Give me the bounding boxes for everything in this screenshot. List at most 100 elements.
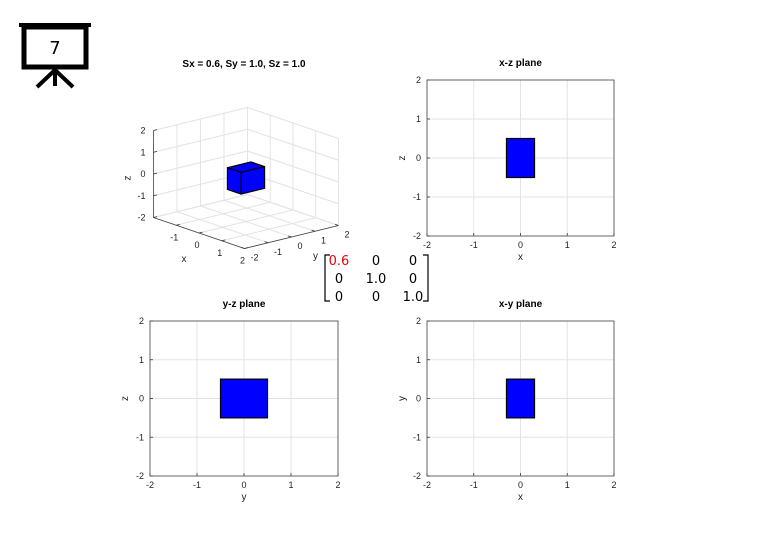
x-tick-mark bbox=[198, 231, 203, 234]
z-tick-label: 2 bbox=[140, 126, 145, 136]
matrix-cell: 0 bbox=[409, 272, 417, 287]
y-tick-label: -1 bbox=[413, 192, 421, 202]
matrix-cell: 0 bbox=[372, 254, 380, 269]
matrix-cell: 0 bbox=[335, 272, 343, 287]
matrix-left-bracket bbox=[324, 254, 330, 302]
y-tick-label: 2 bbox=[416, 75, 421, 85]
x-axis-label: x bbox=[518, 492, 523, 503]
wall-gridline bbox=[153, 150, 248, 175]
wall-gridline bbox=[247, 150, 339, 183]
wall-gridline bbox=[247, 107, 339, 139]
x-tick-label: -1 bbox=[193, 480, 201, 490]
y-tick-label: 0 bbox=[416, 394, 421, 404]
y-tick-mark bbox=[311, 229, 316, 232]
x-tick-label: -1 bbox=[470, 480, 478, 490]
z-tick-label: 1 bbox=[140, 147, 145, 157]
z-tick-mark bbox=[153, 172, 158, 175]
y-tick-mark bbox=[264, 241, 269, 244]
y-tick-label: -2 bbox=[413, 231, 421, 241]
y-tick-label: -2 bbox=[136, 471, 144, 481]
y-tick-mark bbox=[287, 235, 292, 238]
chart-3d-scaled-box: -1 0 1 2 -2 -1 0 1 2 -2 -1 0 1 2 x y z Sx = 0.6, Sy = 1.0… bbox=[123, 59, 350, 266]
y-tick-label: 0 bbox=[298, 241, 303, 251]
floor-gridline bbox=[247, 194, 339, 226]
wall-gridline bbox=[247, 128, 339, 161]
matrix-cell: 1.0 bbox=[403, 290, 424, 305]
x-tick-label: 2 bbox=[240, 256, 245, 266]
y-tick-label: -1 bbox=[413, 432, 421, 442]
y-axis-label: y bbox=[397, 396, 408, 401]
x-tick-label: 2 bbox=[611, 480, 616, 490]
y-tick-mark bbox=[334, 223, 339, 226]
y-tick-label: 0 bbox=[416, 153, 421, 163]
axes-frame bbox=[426, 320, 615, 477]
z-tick-label: -2 bbox=[137, 213, 145, 223]
chart-title: Sx = 0.6, Sy = 1.0, Sz = 1.0 bbox=[182, 59, 306, 70]
x-tick-label: 1 bbox=[565, 480, 570, 490]
y-tick-label: 2 bbox=[416, 316, 421, 326]
z-tick-label: -1 bbox=[137, 191, 145, 201]
y-axis-label: y bbox=[313, 251, 318, 262]
y-tick-mark bbox=[240, 246, 245, 249]
y-tick-label: 2 bbox=[139, 316, 144, 326]
x-tick-label: 1 bbox=[217, 248, 222, 258]
x-tick-label: -2 bbox=[423, 480, 431, 490]
matrix-right-bracket bbox=[423, 254, 429, 302]
y-tick-label: 0 bbox=[139, 394, 144, 404]
x-axis-label: x bbox=[518, 252, 523, 263]
matrix-cell: 0 bbox=[335, 290, 343, 305]
scaled-box-projection bbox=[505, 137, 536, 179]
floor-gridline bbox=[198, 209, 294, 234]
z-tick-mark bbox=[153, 194, 158, 197]
y-tick-label: 1 bbox=[139, 355, 144, 365]
x-tick-label: -2 bbox=[423, 240, 431, 250]
y-axis-label: z bbox=[397, 156, 408, 161]
axes-frame bbox=[149, 320, 339, 477]
chart-title: y-z plane bbox=[223, 299, 266, 310]
chart-title: x-y plane bbox=[499, 299, 543, 310]
scaled-box-projection bbox=[505, 378, 536, 419]
matrix-cell: 0 bbox=[409, 254, 417, 269]
floor-gridline bbox=[221, 217, 316, 242]
x-axis-label: x bbox=[182, 254, 187, 265]
chart-title: x-z plane bbox=[499, 58, 542, 69]
matrix-cell: 1.0 bbox=[366, 272, 387, 287]
z-tick-label: 0 bbox=[140, 169, 145, 179]
axes-frame bbox=[426, 79, 615, 237]
matrix-cell: 0.6 bbox=[329, 254, 350, 269]
y-tick-label: -2 bbox=[251, 253, 259, 263]
slide-number: 7 bbox=[49, 38, 60, 59]
box-face-top bbox=[226, 161, 266, 173]
x-tick-label: 0 bbox=[518, 240, 523, 250]
z-axis-label: z bbox=[123, 176, 134, 181]
y-tick-label: -1 bbox=[274, 247, 282, 257]
x-tick-label: 1 bbox=[288, 480, 293, 490]
scaled-box-projection bbox=[219, 378, 269, 419]
x-tick-label: -1 bbox=[170, 232, 178, 242]
x-tick-label: -1 bbox=[470, 240, 478, 250]
x-tick-label: 0 bbox=[518, 480, 523, 490]
x-tick-label: 2 bbox=[335, 480, 340, 490]
scaling-matrix: 0.6 0 0 0 1.0 0 0 0 1.0 bbox=[324, 254, 429, 305]
y-axis-label: z bbox=[120, 396, 131, 401]
chart-yz-plane: -2 -1 0 1 2 -2 -1 0 1 2 y-z plane y z bbox=[120, 299, 341, 503]
x-tick-label: 0 bbox=[241, 480, 246, 490]
x-tick-mark bbox=[244, 247, 249, 249]
x-tick-mark bbox=[221, 239, 226, 242]
y-tick-label: 1 bbox=[416, 355, 421, 365]
z-tick-mark bbox=[153, 129, 158, 131]
y-tick-label: -1 bbox=[136, 432, 144, 442]
x-tick-label: 0 bbox=[194, 240, 199, 250]
x-tick-label: 1 bbox=[565, 240, 570, 250]
wall-gridline bbox=[153, 107, 248, 131]
chart-xz-plane: -2 -1 0 1 2 -2 -1 0 1 2 x-z plane x z bbox=[397, 58, 617, 263]
x-axis-label: y bbox=[242, 492, 247, 503]
y-tick-label: -2 bbox=[413, 471, 421, 481]
x-tick-label: -2 bbox=[146, 480, 154, 490]
y-tick-label: 1 bbox=[321, 235, 326, 245]
z-tick-mark bbox=[153, 216, 158, 218]
y-tick-label: 1 bbox=[416, 114, 421, 124]
y-tick-label: 2 bbox=[345, 230, 350, 240]
wall-gridline bbox=[153, 128, 248, 153]
